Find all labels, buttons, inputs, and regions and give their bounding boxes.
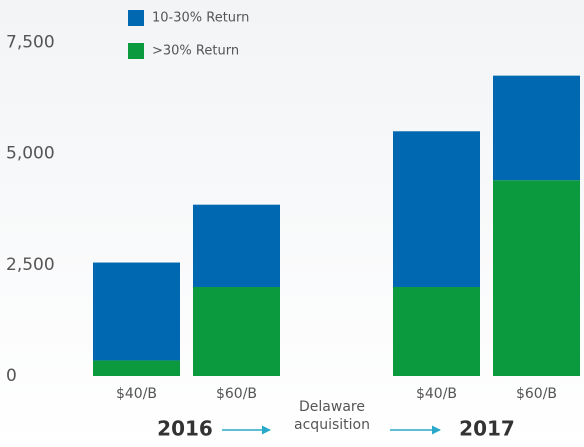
bar-segment	[193, 287, 280, 376]
bar-segment	[93, 262, 180, 361]
bar-segment	[493, 75, 580, 181]
y-tick-label: 0	[6, 366, 17, 386]
annotation: Delaware acquisition	[294, 399, 370, 433]
y-tick-label: 2,500	[6, 255, 55, 275]
bar-segment	[393, 287, 480, 376]
legend-label: 10-30% Return	[152, 11, 249, 26]
legend-swatch	[128, 10, 144, 26]
x-tick-label: $60/B	[216, 386, 257, 402]
x-tick-label: $40/B	[116, 386, 157, 402]
bar-segment	[193, 204, 280, 288]
y-tick-label: 5,000	[6, 144, 55, 164]
group-label: 2017	[459, 417, 515, 441]
x-tick-label: $40/B	[416, 386, 457, 402]
y-tick-label: 7,500	[6, 32, 55, 52]
group-label: 2016	[157, 417, 213, 441]
legend-swatch	[128, 43, 144, 59]
x-tick-label: $60/B	[516, 386, 557, 402]
bar-segment	[93, 360, 180, 376]
bar-segment	[493, 180, 580, 376]
legend-label: >30% Return	[152, 44, 239, 59]
bar-segment	[393, 131, 480, 288]
